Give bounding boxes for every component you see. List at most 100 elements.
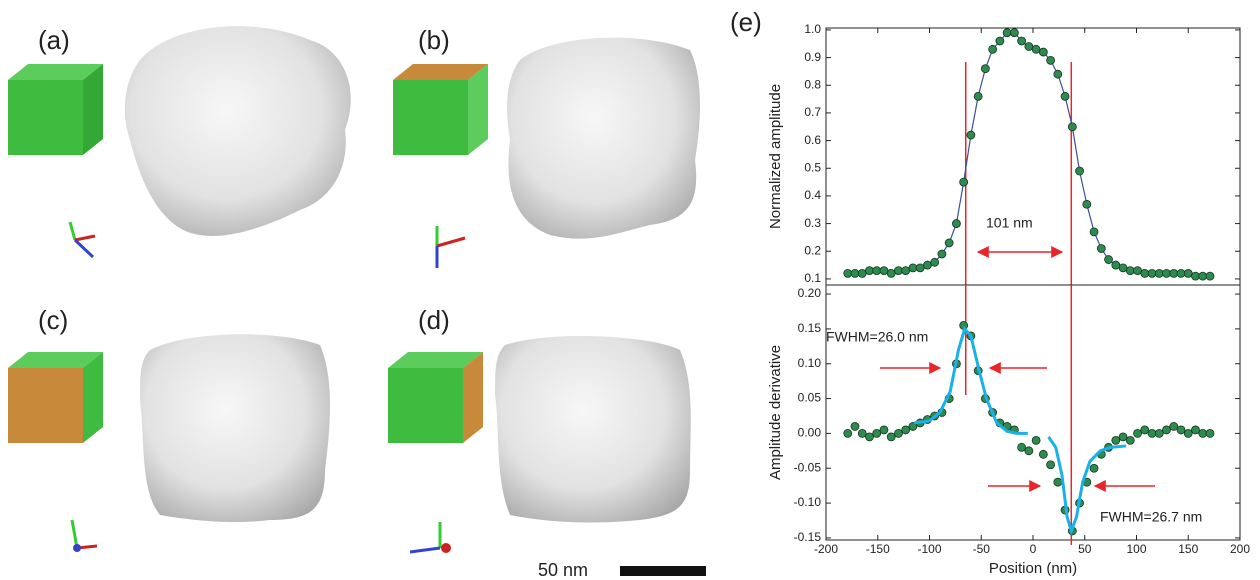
y-tick-label: 0.10 [798, 356, 822, 370]
data-point [1083, 200, 1091, 208]
y-tick-label: 0.00 [798, 426, 822, 440]
data-point [1170, 269, 1178, 277]
data-point [880, 267, 888, 275]
y-tick-label: -0.10 [794, 495, 822, 509]
data-point [923, 261, 931, 269]
y-tick-label: 0.1 [804, 271, 821, 285]
y-tick-label: 0.3 [804, 216, 821, 230]
x-tick-label: 50 [1078, 542, 1092, 556]
plot-frame [826, 28, 1240, 285]
data-point [1068, 123, 1076, 131]
data-point [1119, 433, 1127, 441]
data-point [844, 269, 852, 277]
data-point [880, 426, 888, 434]
data-point [1039, 450, 1047, 458]
data-point [974, 92, 982, 100]
x-tick-label: 150 [1178, 542, 1198, 556]
y-tick-label: 0.2 [804, 243, 821, 257]
y-tick-label: 0.6 [804, 133, 821, 147]
y-tick-label: 0.9 [804, 50, 821, 64]
data-point [902, 426, 910, 434]
data-point [1134, 429, 1142, 437]
y-tick-label: 0.15 [798, 321, 822, 335]
data-point [1191, 272, 1199, 280]
data-point [865, 433, 873, 441]
data-point [851, 422, 859, 430]
figure: (a) (b) (c) (d) (e) 50 nm 0.10.20.30.40.… [0, 0, 1260, 580]
data-point [1032, 45, 1040, 53]
y-tick-label: -0.05 [794, 460, 822, 474]
data-point [1039, 48, 1047, 56]
data-point [844, 429, 852, 437]
data-point [1184, 269, 1192, 277]
x-tick-label: -50 [973, 542, 991, 556]
data-point [894, 429, 902, 437]
data-point [967, 131, 975, 139]
data-point [1148, 269, 1156, 277]
panel-label: (a) [38, 25, 70, 55]
particle [507, 38, 700, 239]
axis-triad [72, 520, 97, 552]
panel-label: (c) [38, 305, 68, 335]
x-axis-title: Position (nm) [989, 560, 1077, 577]
data-point [1199, 272, 1207, 280]
y-tick-label: 0.05 [798, 391, 822, 405]
data-point [909, 264, 917, 272]
data-point [1206, 429, 1214, 437]
axis-triad [70, 222, 95, 257]
data-point [1054, 70, 1062, 78]
cube [8, 352, 103, 443]
panel-label: (e) [730, 7, 762, 37]
data-point [1177, 269, 1185, 277]
plot-frame [826, 285, 1240, 540]
x-tick-label: 100 [1126, 542, 1146, 556]
data-point [1141, 426, 1149, 434]
data-point [865, 267, 873, 275]
data-point [1134, 267, 1142, 275]
data-point [1119, 264, 1127, 272]
data-point [873, 267, 881, 275]
data-point [887, 269, 895, 277]
annotation: FWHM=26.7 nm [1100, 509, 1202, 525]
cube [393, 64, 488, 155]
panel-label: (d) [418, 305, 450, 335]
data-point [1155, 429, 1163, 437]
data-point [1054, 478, 1062, 486]
data-point [1003, 29, 1011, 37]
data-point [1105, 256, 1113, 264]
y-tick-label: 0.20 [798, 286, 822, 300]
data-point [916, 264, 924, 272]
arrows [880, 252, 1155, 486]
particle [125, 26, 351, 236]
data-point [1047, 56, 1055, 64]
data-point [1090, 228, 1098, 236]
data-point [1018, 37, 1026, 45]
data-point [858, 429, 866, 437]
axis-triad [410, 522, 451, 553]
data-point [1199, 429, 1207, 437]
x-tick-label: 200 [1230, 542, 1250, 556]
series-line [848, 33, 1210, 276]
cube [8, 64, 103, 155]
particle [140, 334, 330, 522]
data-point [1155, 269, 1163, 277]
series-line [914, 329, 1028, 434]
data-point [1112, 436, 1120, 444]
panel-label: (b) [418, 25, 450, 55]
data-point [1163, 426, 1171, 434]
data-point [1061, 92, 1069, 100]
data-point [1112, 261, 1120, 269]
data-point [1163, 269, 1171, 277]
particle [495, 336, 691, 523]
data-point [1018, 443, 1026, 451]
data-point [981, 65, 989, 73]
data-point [1076, 167, 1084, 175]
data-point [1025, 447, 1033, 455]
data-point [1090, 464, 1098, 472]
data-point [858, 269, 866, 277]
axis-triad [437, 226, 465, 268]
data-point [851, 269, 859, 277]
scale-bar-label: 50 nm [538, 560, 588, 580]
data-point [1148, 429, 1156, 437]
data-point [952, 220, 960, 228]
